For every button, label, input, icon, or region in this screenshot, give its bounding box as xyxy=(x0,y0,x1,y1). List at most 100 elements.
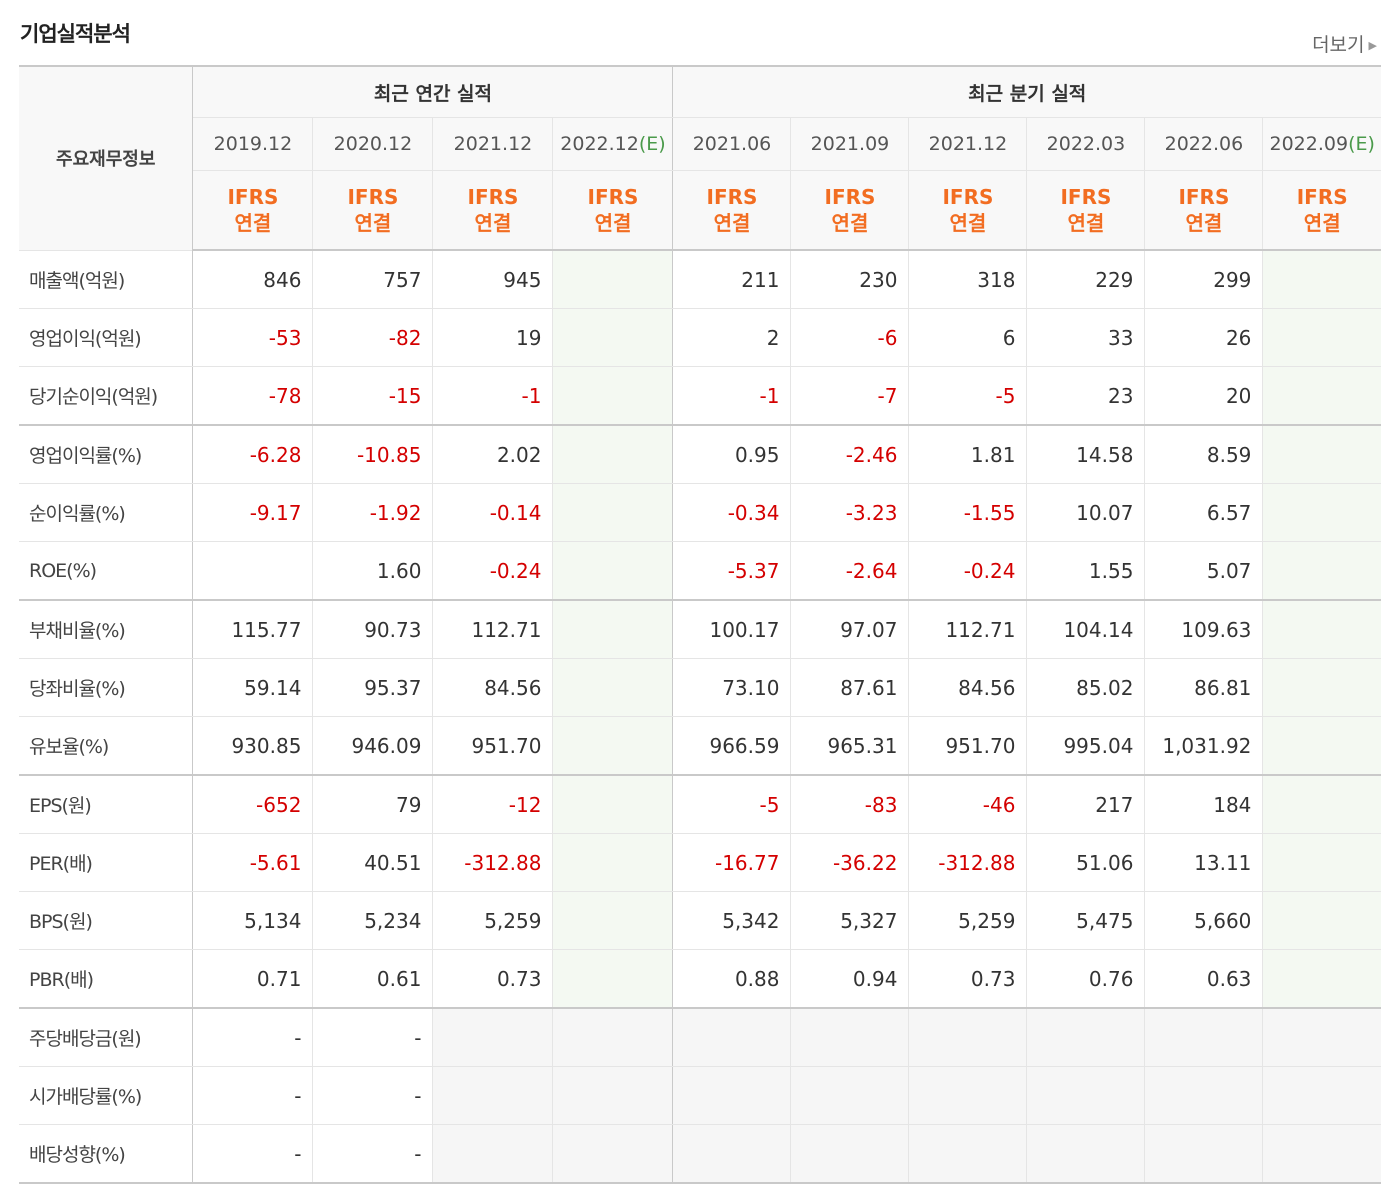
table-cell: -1.92 xyxy=(312,483,433,542)
table-cell: -0.14 xyxy=(432,483,553,542)
table-cell xyxy=(1262,658,1381,717)
table-cell: 23 xyxy=(1026,366,1145,426)
table-cell: 5,234 xyxy=(312,891,433,950)
more-link[interactable]: 더보기 ▶ xyxy=(1312,30,1377,57)
table-cell: 26 xyxy=(1144,308,1263,367)
ifrs-header: IFRS 연결 xyxy=(432,170,553,251)
table-cell xyxy=(790,1066,909,1125)
table-row: EPS(원) -652 79 -12 -5 -83 -46 217 184 xyxy=(19,774,1381,834)
table-cell: 109.63 xyxy=(1144,599,1263,659)
table-cell: 0.73 xyxy=(432,949,553,1009)
table-cell: 14.58 xyxy=(1026,424,1145,484)
table-cell xyxy=(552,483,673,542)
table-cell: - xyxy=(312,1066,433,1125)
table-cell xyxy=(1262,949,1381,1009)
table-cell: 951.70 xyxy=(908,716,1027,776)
table-cell xyxy=(552,774,673,834)
table-cell: -15 xyxy=(312,366,433,426)
table-cell: - xyxy=(192,1124,313,1184)
table-cell xyxy=(552,1007,673,1067)
table-cell xyxy=(1262,1124,1381,1184)
table-cell: -5.61 xyxy=(192,833,313,892)
table-cell: 946.09 xyxy=(312,716,433,776)
table-cell: 230 xyxy=(790,250,909,309)
table-cell: 0.94 xyxy=(790,949,909,1009)
ifrs-header: IFRS 연결 xyxy=(908,170,1027,251)
table-cell xyxy=(552,424,673,484)
ifrs-consolidated-label: 연결 xyxy=(1185,211,1223,235)
period-header: 2022.09(E) xyxy=(1262,117,1381,171)
table-cell xyxy=(908,1007,1027,1067)
table-cell: 104.14 xyxy=(1026,599,1145,659)
table-cell: -12 xyxy=(432,774,553,834)
table-row: PBR(배) 0.71 0.61 0.73 0.88 0.94 0.73 0.76 0.63 xyxy=(19,949,1381,1009)
table-cell xyxy=(432,1124,553,1184)
table-cell: 1.55 xyxy=(1026,541,1145,601)
table-row: 영업이익률(%) -6.28 -10.85 2.02 0.95 -2.46 1.81 14.5… xyxy=(19,424,1381,484)
table-row: 부채비율(%) 115.77 90.73 112.71 100.17 97.07 112.7… xyxy=(19,599,1381,659)
table-cell: 2.02 xyxy=(432,424,553,484)
period-header: 2021.09 xyxy=(790,117,909,171)
ifrs-header: IFRS 연결 xyxy=(1262,170,1381,251)
table-cell: 0.76 xyxy=(1026,949,1145,1009)
table-cell: 0.73 xyxy=(908,949,1027,1009)
table-cell xyxy=(552,949,673,1009)
table-cell xyxy=(1262,308,1381,367)
table-cell xyxy=(1262,541,1381,601)
table-cell: -7 xyxy=(790,366,909,426)
table-cell: -652 xyxy=(192,774,313,834)
table-cell: 112.71 xyxy=(432,599,553,659)
table-row: 영업이익(억원) -53 -82 19 2 -6 6 33 26 xyxy=(19,308,1381,367)
table-cell: 13.11 xyxy=(1144,833,1263,892)
table-cell: 846 xyxy=(192,250,313,309)
table-cell: 299 xyxy=(1144,250,1263,309)
table-cell: 0.71 xyxy=(192,949,313,1009)
table-cell: -1 xyxy=(432,366,553,426)
ifrs-consolidated-label: 연결 xyxy=(594,211,632,235)
table-cell xyxy=(1262,483,1381,542)
ifrs-header: IFRS 연결 xyxy=(552,170,673,251)
table-cell: 5,660 xyxy=(1144,891,1263,950)
table-cell: 40.51 xyxy=(312,833,433,892)
table-cell: -5.37 xyxy=(672,541,791,601)
period-header: 2021.12 xyxy=(908,117,1027,171)
table-cell: 85.02 xyxy=(1026,658,1145,717)
table-cell: 10.07 xyxy=(1026,483,1145,542)
table-cell: 5,327 xyxy=(790,891,909,950)
table-cell xyxy=(1262,250,1381,309)
annual-group-header: 최근 연간 실적 xyxy=(192,65,673,118)
row-label: 매출액(억원) xyxy=(19,250,194,309)
table-cell xyxy=(432,1066,553,1125)
table-cell: 1.81 xyxy=(908,424,1027,484)
period-header: 2021.12 xyxy=(432,117,553,171)
table-cell: -46 xyxy=(908,774,1027,834)
table-cell: 5,259 xyxy=(432,891,553,950)
table-cell: -0.24 xyxy=(432,541,553,601)
row-label: BPS(원) xyxy=(19,891,194,950)
row-label: EPS(원) xyxy=(19,774,194,834)
row-label: 당좌비율(%) xyxy=(19,658,194,717)
table-cell xyxy=(552,658,673,717)
table-row: 당기순이익(억원) -78 -15 -1 -1 -7 -5 23 20 xyxy=(19,366,1381,426)
table-cell: -10.85 xyxy=(312,424,433,484)
table-cell: -82 xyxy=(312,308,433,367)
period-label: 2022.09 xyxy=(1269,133,1349,155)
table-cell xyxy=(552,308,673,367)
ifrs-consolidated-label: 연결 xyxy=(234,211,272,235)
table-row: PER(배) -5.61 40.51 -312.88 -16.77 -36.22 -312.… xyxy=(19,833,1381,892)
table-cell: 5.07 xyxy=(1144,541,1263,601)
table-cell: - xyxy=(312,1007,433,1067)
table-row: 주당배당금(원) - - xyxy=(19,1007,1381,1067)
ifrs-consolidated-label: 연결 xyxy=(949,211,987,235)
table-cell: -2.64 xyxy=(790,541,909,601)
table-cell xyxy=(432,1007,553,1067)
ifrs-header: IFRS 연결 xyxy=(1144,170,1263,251)
table-cell xyxy=(192,541,313,601)
ifrs-label: IFRS xyxy=(942,185,994,209)
table-cell: 318 xyxy=(908,250,1027,309)
table-cell xyxy=(1262,424,1381,484)
table-cell xyxy=(1262,1007,1381,1067)
table-cell: -2.46 xyxy=(790,424,909,484)
table-cell: 0.63 xyxy=(1144,949,1263,1009)
table-cell: -1.55 xyxy=(908,483,1027,542)
